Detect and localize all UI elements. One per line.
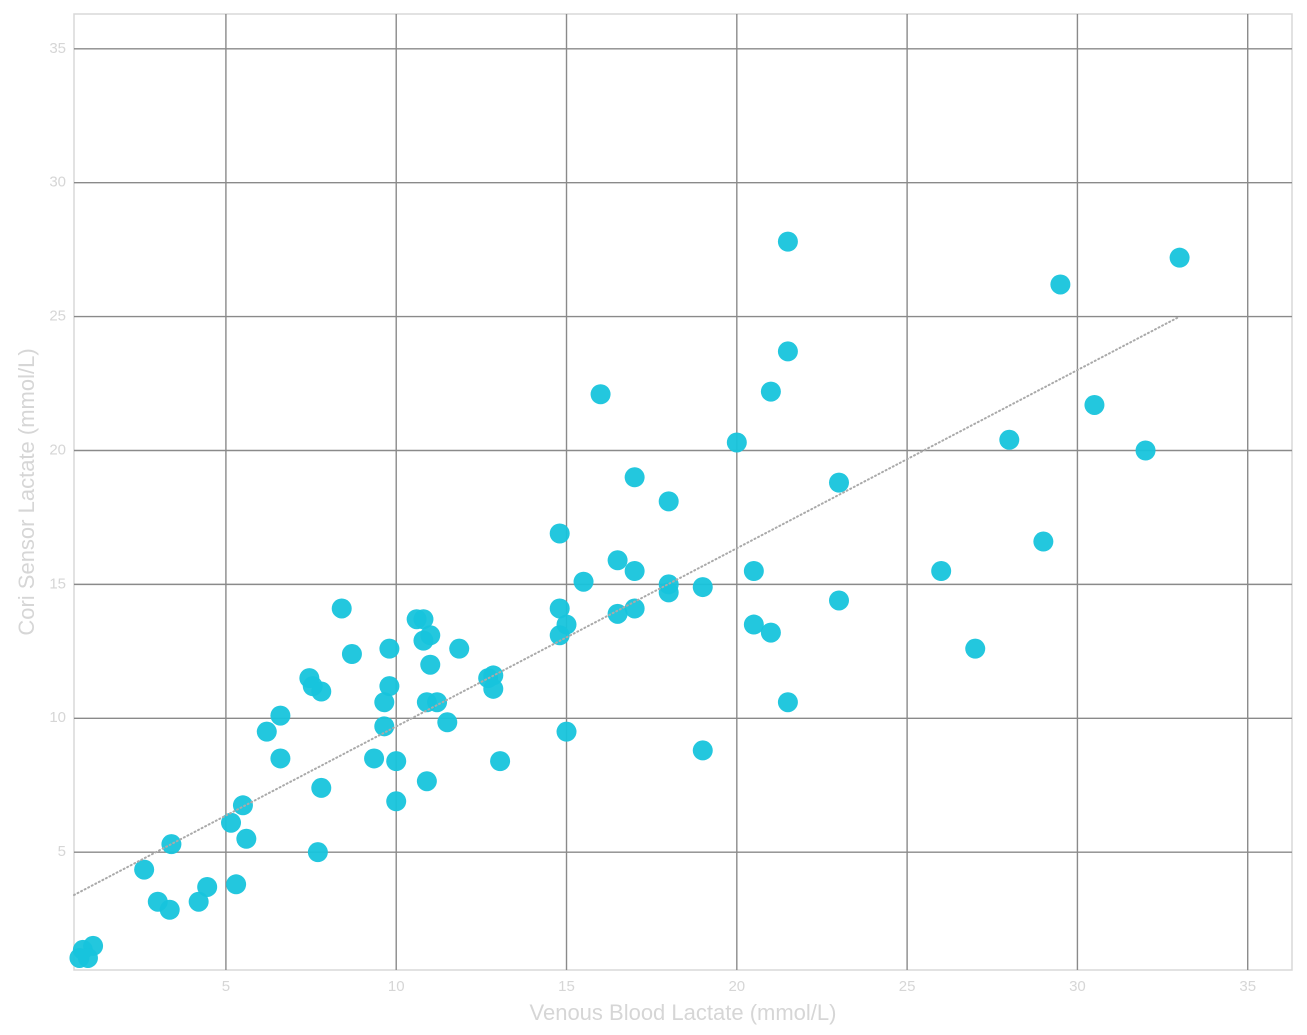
data-point <box>1084 394 1105 415</box>
data-point <box>1033 531 1054 552</box>
data-point <box>743 614 764 635</box>
data-point <box>760 381 781 402</box>
x-tick-label: 20 <box>728 978 745 995</box>
data-point <box>311 777 332 798</box>
data-point <box>490 751 511 772</box>
data-point <box>777 341 798 362</box>
y-tick-label: 10 <box>49 709 66 726</box>
data-point <box>590 384 611 405</box>
data-point <box>270 748 291 769</box>
x-tick-label: 10 <box>388 978 405 995</box>
x-tick-label: 25 <box>899 978 916 995</box>
data-point <box>726 432 747 453</box>
data-point <box>236 828 257 849</box>
trend-line <box>73 315 1181 897</box>
data-point <box>188 891 209 912</box>
data-point <box>573 571 594 592</box>
data-point <box>999 429 1020 450</box>
data-point <box>449 638 470 659</box>
data-point <box>777 231 798 252</box>
x-tick-label: 5 <box>222 978 230 995</box>
data-point <box>658 582 679 603</box>
data-point <box>307 842 328 863</box>
data-point <box>692 577 713 598</box>
y-tick-label: 25 <box>49 308 66 325</box>
data-point <box>1135 440 1156 461</box>
data-point <box>379 676 400 697</box>
y-tick-label: 5 <box>58 843 66 860</box>
data-point <box>743 560 764 581</box>
data-point <box>692 740 713 761</box>
x-tick-label: 35 <box>1239 978 1256 995</box>
data-point <box>413 609 434 630</box>
data-point <box>965 638 986 659</box>
data-point <box>416 771 437 792</box>
data-point <box>483 678 504 699</box>
data-point <box>311 681 332 702</box>
data-point <box>828 472 849 493</box>
data-point <box>386 751 407 772</box>
data-point <box>77 947 98 968</box>
data-point <box>386 791 407 812</box>
data-point <box>607 603 628 624</box>
data-point <box>341 644 362 665</box>
data-point <box>437 712 458 733</box>
data-point <box>760 622 781 643</box>
data-point <box>607 550 628 571</box>
plot-frame <box>73 13 1293 971</box>
data-point <box>364 748 385 769</box>
y-tick-label: 30 <box>49 174 66 191</box>
data-point <box>556 721 577 742</box>
x-axis-title: Venous Blood Lactate (mmol/L) <box>530 1000 837 1025</box>
data-point <box>221 812 242 833</box>
data-point <box>159 899 180 920</box>
data-point <box>624 467 645 488</box>
data-point <box>197 876 218 897</box>
data-point <box>134 859 155 880</box>
data-point <box>1169 247 1190 268</box>
data-point <box>374 692 395 713</box>
y-axis-title: Cori Sensor Lactate (mmol/L) <box>14 348 39 635</box>
data-point <box>420 654 441 675</box>
x-tick-label: 30 <box>1069 978 1086 995</box>
data-point <box>270 705 291 726</box>
data-point <box>549 523 570 544</box>
data-point <box>624 560 645 581</box>
data-point <box>226 874 247 895</box>
data-point <box>549 598 570 619</box>
data-point <box>777 692 798 713</box>
data-point <box>1050 274 1071 295</box>
data-point <box>256 721 277 742</box>
data-point <box>658 491 679 512</box>
data-point <box>331 598 352 619</box>
data-point <box>374 716 395 737</box>
data-point <box>379 638 400 659</box>
data-point <box>232 795 253 816</box>
y-tick-label: 35 <box>49 40 66 57</box>
data-point <box>828 590 849 611</box>
x-tick-label: 15 <box>558 978 575 995</box>
data-point <box>549 625 570 646</box>
data-point <box>931 560 952 581</box>
y-tick-label: 15 <box>49 575 66 592</box>
data-point <box>413 630 434 651</box>
y-tick-label: 20 <box>49 441 66 458</box>
